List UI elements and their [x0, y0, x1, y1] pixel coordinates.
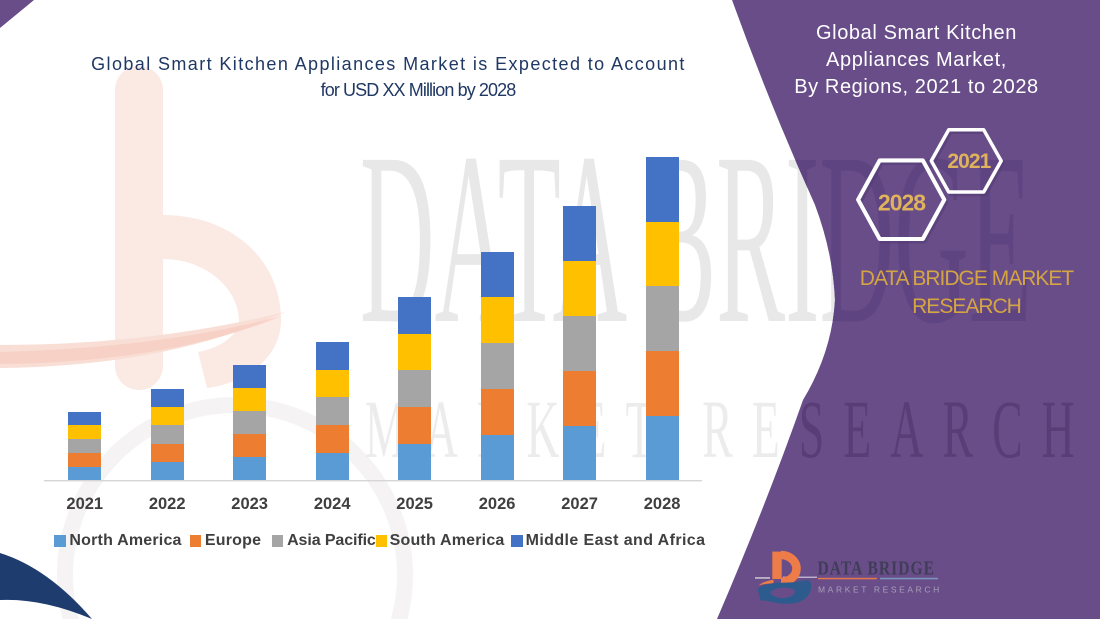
svg-text:MARKET RESEARCH: MARKET RESEARCH	[818, 585, 942, 595]
svg-text:DATA BRIDGE: DATA BRIDGE	[818, 557, 936, 579]
svg-text:2021: 2021	[947, 150, 991, 173]
svg-text:2028: 2028	[878, 189, 926, 215]
